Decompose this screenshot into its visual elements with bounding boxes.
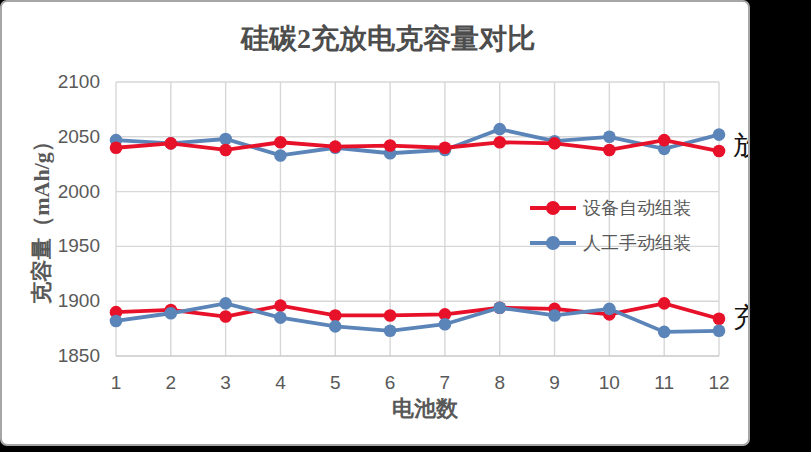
legend: 设备自动组装 人工手动组装 [530,196,691,266]
x-tick-label: 11 [642,373,686,393]
y-tick-label: 2000 [40,182,100,202]
series-marker-2 [329,309,342,322]
series-marker-0 [329,140,342,153]
series-marker-1 [713,128,726,141]
series-marker-3 [713,324,726,337]
series-marker-0 [603,144,616,157]
series-marker-2 [219,310,232,323]
series-marker-0 [384,139,397,152]
x-tick-label: 12 [697,373,741,393]
series-marker-3 [219,297,232,310]
series-marker-3 [329,320,342,333]
x-tick-label: 3 [204,373,248,393]
x-tick-label: 5 [313,373,357,393]
chart-area: 硅碳2充放电克容量对比 克容量（mAh/g） 电池数 2100205020001… [0,0,750,446]
legend-label-auto-assembly: 设备自动组装 [583,196,691,220]
series-marker-2 [274,299,287,312]
x-tick-label: 9 [533,373,577,393]
series-line-3 [116,303,719,331]
x-tick-label: 10 [587,373,631,393]
x-tick-label: 7 [423,373,467,393]
series-marker-0 [713,145,726,158]
series-marker-3 [603,303,616,316]
series-marker-1 [493,123,506,136]
series-marker-1 [274,149,287,162]
series-marker-0 [658,134,671,147]
series-marker-0 [274,136,287,149]
series-marker-0 [548,137,561,150]
legend-marker-blue [530,234,576,252]
series-marker-0 [165,137,178,150]
series-marker-0 [219,144,232,157]
x-tick-label: 6 [368,373,412,393]
series-marker-2 [713,312,726,325]
x-tick-label: 1 [94,373,138,393]
x-tick-label: 4 [258,373,302,393]
legend-item-auto-assembly[interactable]: 设备自动组装 [530,196,691,220]
y-tick-label: 1950 [40,236,100,256]
series-line-1 [116,129,719,155]
series-marker-3 [493,301,506,314]
series-label-discharge-cut: 放 [733,130,750,160]
legend-item-manual-assembly[interactable]: 人工手动组装 [530,231,691,255]
series-marker-0 [110,141,123,154]
series-label-charge-cut: 充 [733,303,750,333]
series-marker-3 [165,307,178,320]
series-marker-3 [439,318,452,331]
x-tick-label: 2 [149,373,193,393]
series-marker-0 [493,136,506,149]
y-tick-label: 2100 [40,72,100,92]
y-tick-label: 1900 [40,291,100,311]
series-marker-1 [219,133,232,146]
y-tick-label: 2050 [40,127,100,147]
series-marker-2 [384,309,397,322]
series-marker-3 [384,324,397,337]
legend-marker-red [530,199,576,217]
series-marker-2 [658,297,671,310]
series-marker-3 [110,315,123,328]
legend-label-manual-assembly: 人工手动组装 [583,231,691,255]
series-marker-3 [274,311,287,324]
series-marker-3 [658,326,671,339]
series-marker-1 [603,131,616,144]
y-tick-label: 1850 [40,346,100,366]
series-marker-0 [439,141,452,154]
series-marker-3 [548,309,561,322]
x-tick-label: 8 [478,373,522,393]
